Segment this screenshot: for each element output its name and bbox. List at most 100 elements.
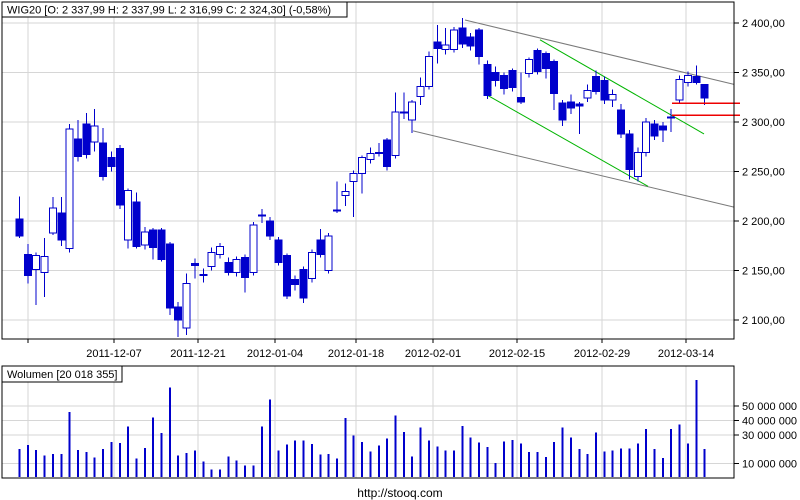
candle-body-down [174, 306, 183, 321]
price-axis-label: 2 300,00 [742, 117, 785, 129]
candle-body-down [57, 212, 66, 241]
volume-title: Wolumen [20 018 355] [7, 369, 117, 381]
volume-axis-label: 30 000 000 [742, 430, 797, 442]
price-axis-label: 2 200,00 [742, 216, 785, 228]
candle-body-down [692, 75, 701, 83]
candle-body-down [558, 102, 567, 121]
candle-body-down [316, 239, 325, 256]
candle-body-up [232, 259, 241, 273]
candle-body-up [675, 78, 684, 101]
candle-body-down [241, 257, 250, 278]
date-axis-label: 2012-02-29 [574, 348, 630, 360]
candle-body-down [458, 27, 467, 45]
candle-body-up [48, 207, 57, 234]
candle-body-down [475, 29, 484, 58]
date-axis-label: 2012-02-15 [489, 348, 545, 360]
candlestick-series [15, 18, 709, 337]
volume-axis-label: 50 000 000 [742, 401, 797, 413]
candle-body-down [658, 125, 667, 131]
green-trendline [539, 39, 705, 135]
candle-body-up [416, 85, 425, 97]
candle-body-down [266, 220, 275, 237]
candle-body-down [533, 50, 542, 73]
gray-trendline [464, 19, 735, 85]
candle-body-down [650, 123, 659, 137]
candle-body-up [683, 74, 692, 83]
candle-body-down [383, 139, 392, 168]
candle-body-down [491, 72, 500, 81]
candle-body-up [40, 256, 49, 273]
candle-body-up [374, 152, 383, 155]
volume-axis-labels: 50 000 000 40 000 000 30 000 000 10 000 000 [742, 401, 797, 471]
candle-body-up [399, 111, 408, 114]
green-trendline [483, 92, 649, 187]
candle-body-up [199, 273, 208, 276]
price-axis-label: 2 350,00 [742, 68, 785, 80]
candle-body-down [224, 262, 233, 273]
candle-body-down [291, 278, 300, 285]
candle-body-up [257, 214, 266, 217]
candle-body-down [541, 53, 550, 70]
candle-body-up [307, 252, 316, 279]
price-axis-labels: 2 400,00 2 350,00 2 300,00 2 250,00 2 200,00… [742, 18, 785, 327]
candle-body-down [73, 138, 82, 158]
volume-panel-border [1, 365, 735, 479]
candle-body-down [566, 101, 575, 109]
candle-body-down [433, 41, 442, 50]
candle-body-down [500, 74, 509, 89]
candle-body-up [65, 128, 74, 250]
candle-body-down [157, 229, 166, 261]
price-axis-ticks [27, 22, 739, 343]
candle-body-up [140, 231, 149, 246]
candle-body-down [15, 218, 24, 237]
candle-body-up [391, 111, 400, 157]
candle-body-down [700, 83, 709, 99]
candle-body-up [366, 153, 375, 161]
volume-axis-ticks [734, 405, 739, 465]
green-channel-lines [483, 39, 705, 187]
price-axis-label: 2 250,00 [742, 167, 785, 179]
volume-axis-label: 40 000 000 [742, 415, 797, 427]
date-axis-label: 2012-01-04 [247, 348, 303, 360]
date-axis-labels: 2011-12-07 2011-12-21 2012-01-04 2012-01-18… [86, 348, 714, 360]
candle-body-up [349, 172, 358, 182]
candle-body-down [508, 70, 517, 88]
candle-body-down [299, 269, 308, 299]
candle-body-down [591, 75, 600, 92]
date-axis-label: 2012-02-01 [405, 348, 461, 360]
price-grid [2, 2, 734, 339]
candle-body-down [625, 133, 634, 171]
candle-body-down [550, 61, 559, 94]
date-axis-label: 2012-03-14 [658, 348, 714, 360]
candle-body-up [667, 116, 676, 119]
candle-body-down [516, 96, 525, 103]
candle-body-up [124, 189, 133, 241]
candle-body-up [216, 246, 225, 256]
price-axis-label: 2 100,00 [742, 315, 785, 327]
candle-body-up [525, 59, 534, 74]
candle-body-down [99, 142, 108, 177]
candle-body-down [600, 79, 609, 101]
volume-axis-label: 10 000 000 [742, 459, 797, 471]
candle-body-down [575, 103, 584, 107]
gray-channel-lines [412, 19, 735, 208]
candle-body-up [358, 157, 367, 174]
candle-body-up [408, 101, 417, 121]
candle-body-up [441, 44, 450, 51]
footer-url: http://stooq.com [357, 486, 442, 500]
candle-body-up [449, 29, 458, 51]
gray-trendline [412, 130, 735, 208]
candle-body-down [149, 229, 158, 249]
price-panel-border [1, 1, 735, 340]
candle-body-up [633, 152, 642, 177]
price-axis-label: 2 150,00 [742, 266, 785, 278]
candle-body-up [324, 235, 333, 272]
candle-body-up [90, 125, 99, 143]
candle-body-up [332, 209, 341, 212]
date-axis-label: 2011-12-07 [86, 348, 141, 360]
candle-body-up [424, 56, 433, 87]
red-support-lines [672, 102, 740, 116]
candle-body-up [249, 224, 258, 273]
